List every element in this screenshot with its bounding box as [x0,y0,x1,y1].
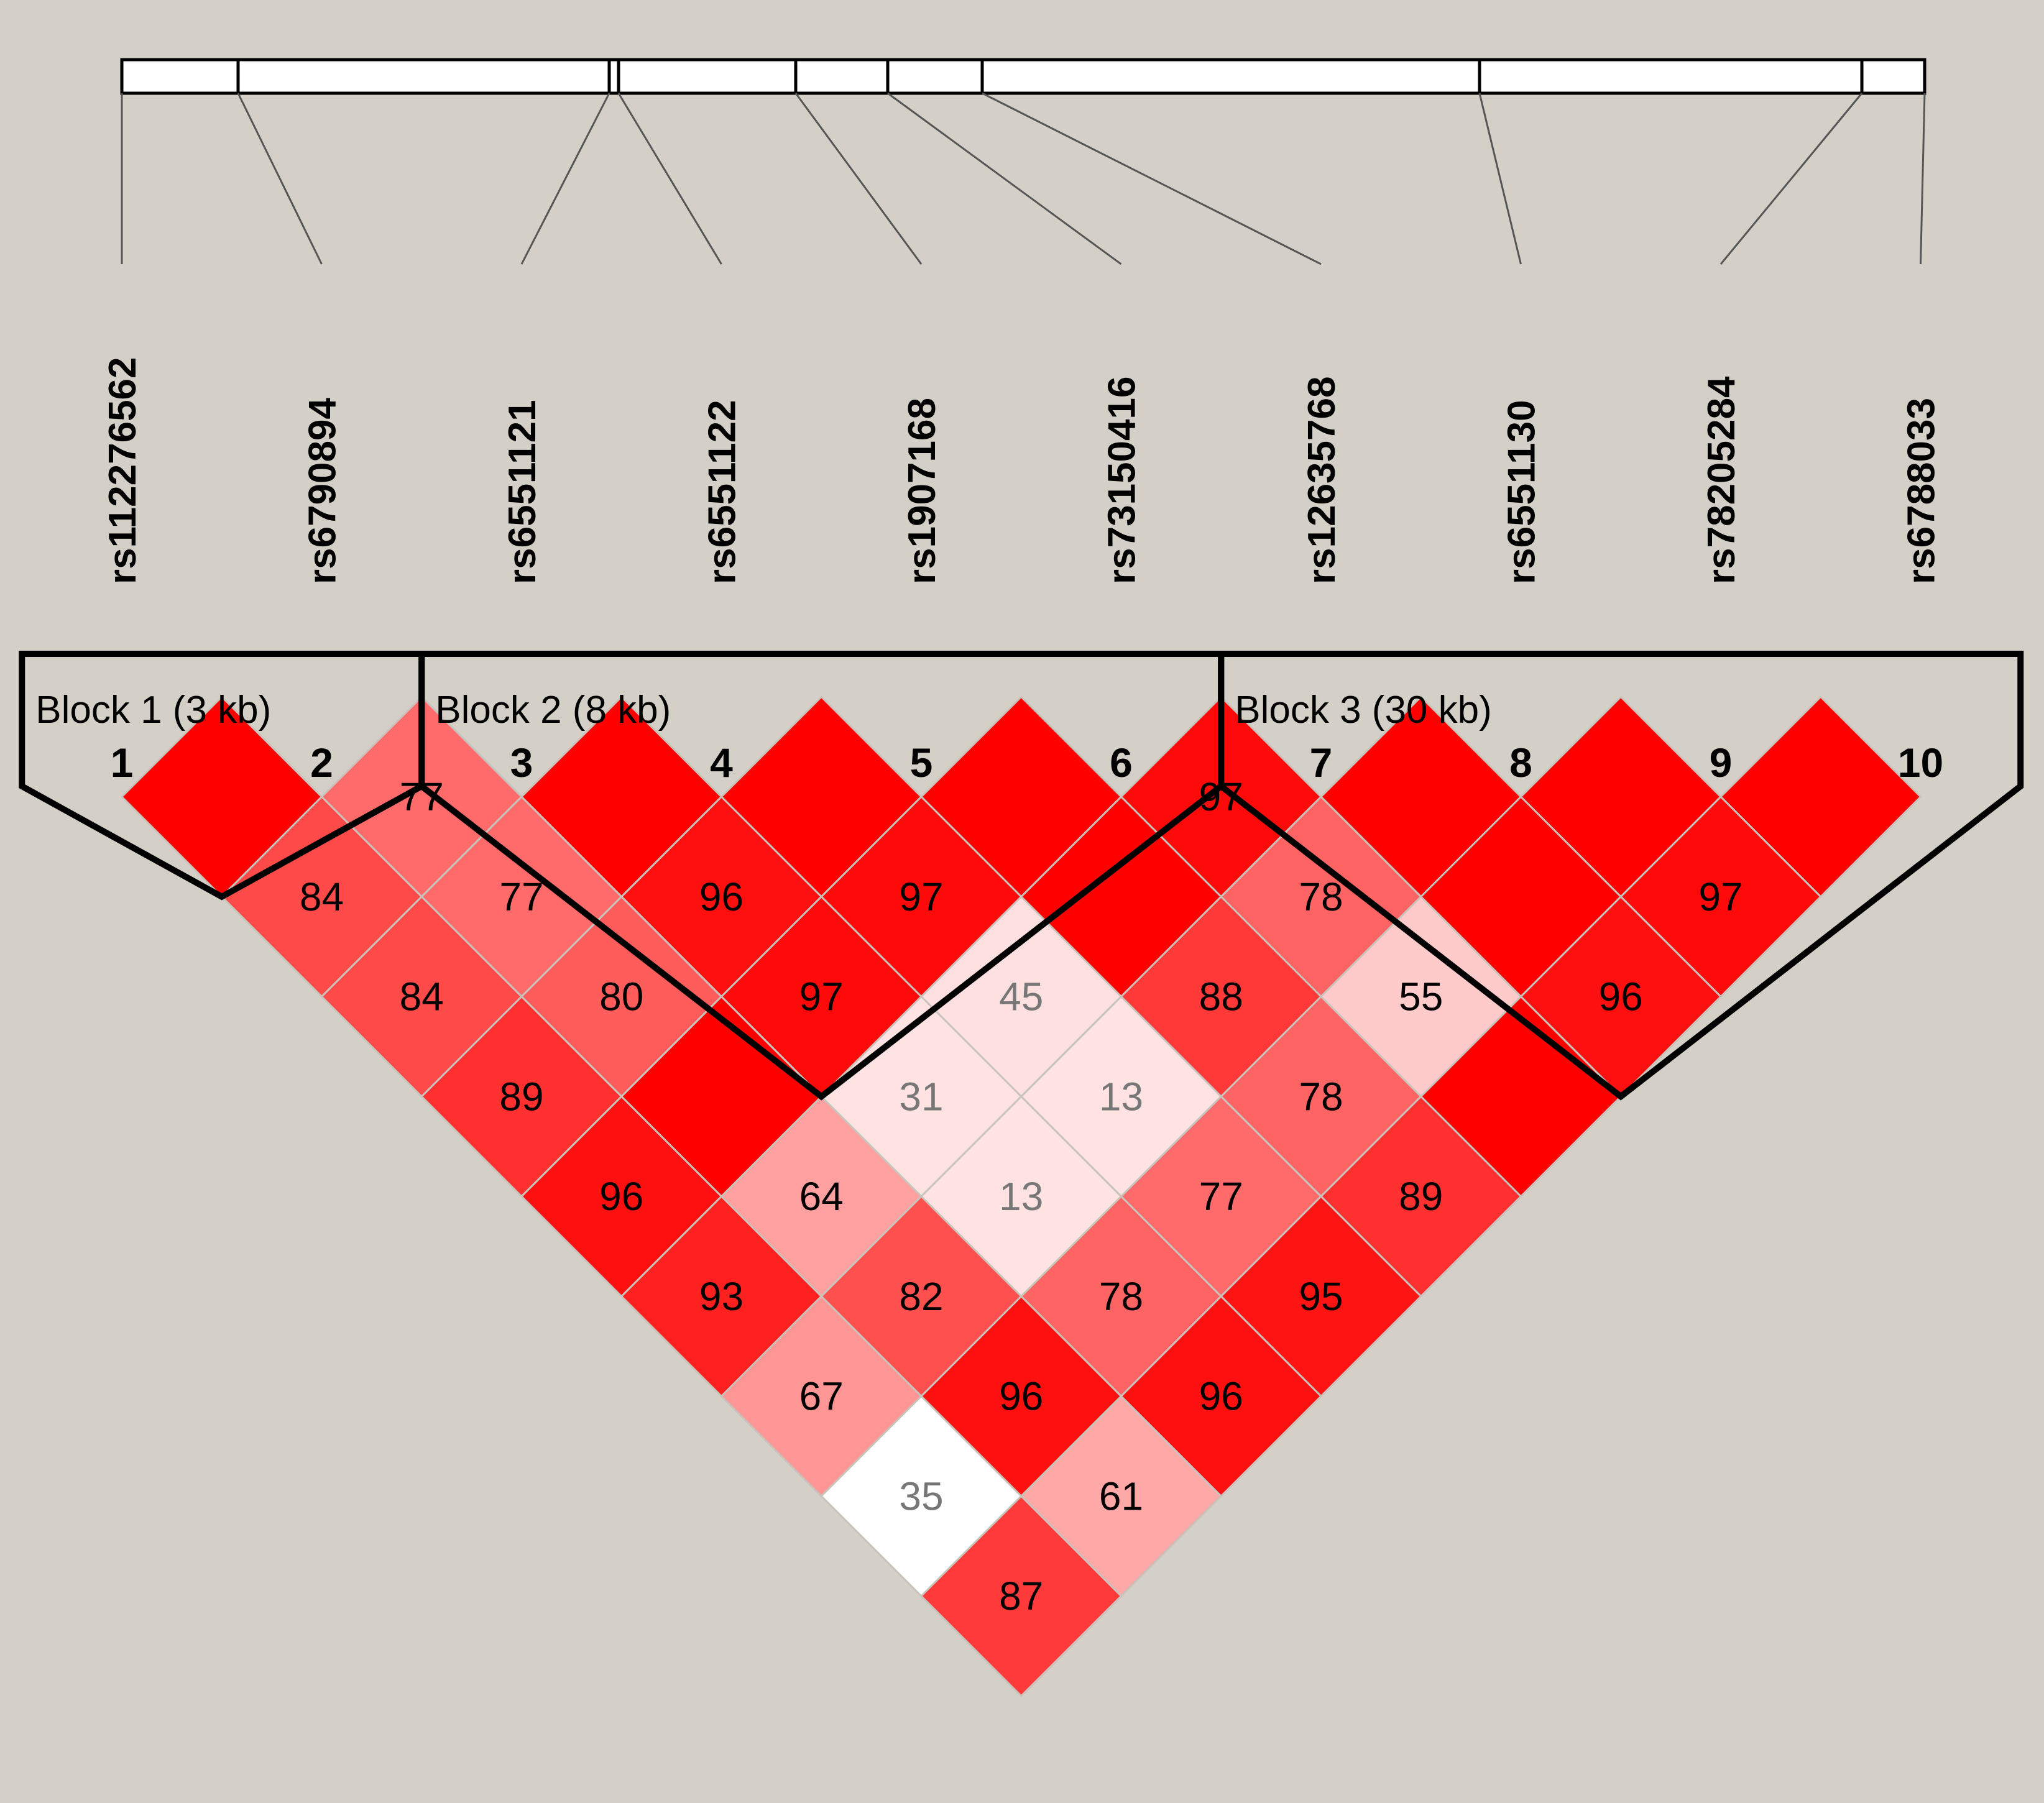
block-label: Block 1 (3 kb) [35,689,271,732]
ld-value: 84 [300,874,344,919]
ld-value: 45 [999,975,1043,1019]
ld-value: 77 [499,874,543,919]
marker-name: rs6790894 [302,398,344,584]
ld-value: 13 [1099,1074,1143,1119]
haplotype-blocks: Block 1 (3 kb) Block 2 (8 kb) Block 3 (30 … [19,651,2024,1101]
chromosome-bar [120,58,1927,95]
ld-value: 31 [899,1074,943,1119]
marker-index: 3 [510,740,533,786]
ld-value: 95 [1299,1274,1343,1319]
marker-index: 1 [111,740,134,786]
marker-name: rs1907168 [901,398,944,584]
ld-value: 97 [1698,874,1742,919]
marker-index: 5 [910,740,933,786]
marker-index: 10 [1898,740,1943,786]
ld-value: 89 [1399,1174,1443,1219]
ld-value: 78 [1299,1074,1343,1119]
marker-name: rs6551122 [701,400,744,584]
ld-value: 82 [899,1274,943,1319]
marker-name: rs12635768 [1301,377,1343,584]
ld-value: 35 [899,1474,943,1518]
marker-connector [982,92,1322,265]
ld-value: 78 [1099,1274,1143,1319]
ld-value: 13 [999,1174,1043,1219]
marker-connector [794,93,923,265]
ld-cell [919,1495,1123,1697]
ld-value: 96 [1199,1374,1243,1419]
ld-value: 96 [1599,975,1643,1019]
marker-index: 6 [1110,740,1133,786]
ld-value: 88 [1199,975,1243,1019]
ld-value: 93 [699,1274,743,1319]
marker-index: 9 [1710,740,1733,786]
marker-name: rs6788033 [1900,398,1943,584]
ld-value: 84 [400,975,444,1019]
marker-name: rs6551130 [1501,400,1544,584]
marker-index: 2 [310,740,333,786]
ld-value: 97 [799,975,844,1019]
marker-connector [520,93,610,265]
ld-value: 96 [599,1174,643,1219]
marker-index: 7 [1310,740,1333,786]
marker-connector [1719,93,1863,265]
ld-value: 97 [899,874,943,919]
marker-indices: 1 2 3 4 5 6 7 8 9 10 [111,740,1944,786]
ld-value: 78 [1299,874,1343,919]
ld-value: 67 [799,1374,844,1419]
marker-connectors [121,92,1926,265]
marker-connector [887,92,1122,265]
ld-value: 64 [799,1174,844,1219]
chromosome-segment-bar [120,58,1927,95]
marker-names: rs112276562 rs6790894 rs6551121 rs6551122 rs… [101,357,1943,584]
ld-value: 89 [499,1074,543,1119]
marker-name: rs73150416 [1101,377,1144,584]
marker-index: 4 [710,740,733,786]
marker-index: 8 [1509,740,1532,786]
block-label: Block 2 (8 kb) [435,689,671,732]
ld-value: 96 [999,1374,1043,1419]
marker-connector [1478,93,1522,265]
marker-name: rs78205284 [1700,376,1743,584]
marker-connector [617,93,722,265]
block-label: Block 3 (30 kb) [1235,689,1492,732]
ld-value: 80 [599,975,643,1019]
marker-name: rs6551121 [501,400,544,584]
ld-value: 55 [1399,975,1443,1019]
ld-value: 87 [999,1574,1043,1618]
ld-value: 96 [699,874,743,919]
marker-connector [237,93,323,265]
marker-connector [1920,93,1926,265]
ld-value: 77 [1199,1174,1243,1219]
marker-name: rs112276562 [101,357,144,584]
block-outline [1218,651,2024,1101]
ld-value: 61 [1099,1474,1143,1518]
